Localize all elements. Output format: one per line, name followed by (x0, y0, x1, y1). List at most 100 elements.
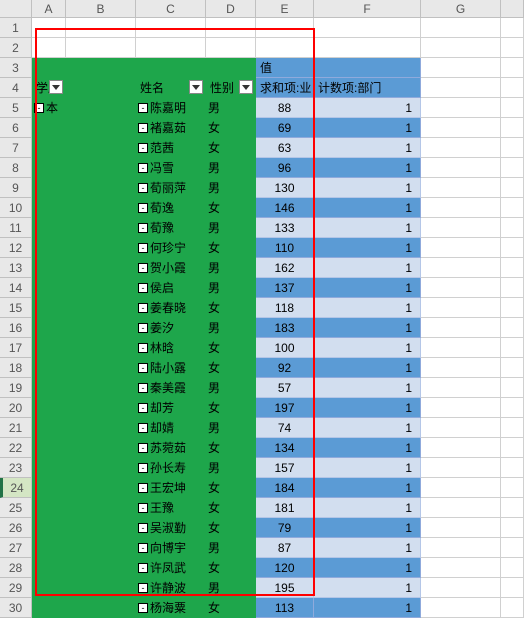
collapse-icon[interactable]: - (138, 403, 148, 413)
row-header[interactable]: 21 (0, 418, 32, 438)
field-header-gender[interactable]: 性别 (206, 78, 256, 98)
pivot-name-value[interactable]: -冯雪 (136, 158, 206, 178)
row-header[interactable]: 5 (0, 98, 32, 118)
row-header[interactable]: 7 (0, 138, 32, 158)
pivot-edu-value[interactable]: -本科 (32, 98, 66, 118)
pivot-name-value[interactable]: -何珍宁 (136, 238, 206, 258)
collapse-icon[interactable]: - (138, 343, 148, 353)
row-header[interactable]: 1 (0, 18, 32, 38)
field-header-edu[interactable]: 学历 (32, 78, 66, 98)
column-header[interactable]: D (206, 0, 256, 18)
collapse-icon[interactable]: - (138, 283, 148, 293)
spreadsheet-grid[interactable]: ABCDEFG123值4学历姓名性别求和项:业绩计数项:部门5-本科-陈嘉明男8… (0, 0, 524, 618)
row-header[interactable]: 20 (0, 398, 32, 418)
pivot-name-value[interactable]: -侯启 (136, 278, 206, 298)
collapse-icon[interactable]: - (138, 443, 148, 453)
collapse-icon[interactable]: - (138, 603, 148, 613)
row-header[interactable]: 17 (0, 338, 32, 358)
pivot-name-value[interactable]: -荀逸 (136, 198, 206, 218)
filter-dropdown-icon[interactable] (189, 80, 203, 94)
collapse-icon[interactable]: - (138, 323, 148, 333)
column-header[interactable]: C (136, 0, 206, 18)
collapse-icon[interactable]: - (138, 243, 148, 253)
pivot-name-value[interactable]: -陈嘉明 (136, 98, 206, 118)
collapse-icon[interactable]: - (138, 483, 148, 493)
column-header[interactable]: B (66, 0, 136, 18)
collapse-icon[interactable]: - (138, 543, 148, 553)
collapse-icon[interactable]: - (138, 183, 148, 193)
collapse-icon[interactable]: - (138, 503, 148, 513)
row-header[interactable]: 19 (0, 378, 32, 398)
pivot-name-value[interactable]: -王豫 (136, 498, 206, 518)
pivot-name-value[interactable]: -却芳 (136, 398, 206, 418)
collapse-icon[interactable]: - (138, 163, 148, 173)
row-header[interactable]: 23 (0, 458, 32, 478)
column-header[interactable]: A (32, 0, 66, 18)
collapse-icon[interactable]: - (138, 463, 148, 473)
pivot-name-value[interactable]: -姜汐 (136, 318, 206, 338)
row-header[interactable]: 22 (0, 438, 32, 458)
row-header[interactable]: 8 (0, 158, 32, 178)
pivot-name-value[interactable]: -向博宇 (136, 538, 206, 558)
row-header[interactable]: 30 (0, 598, 32, 618)
collapse-icon[interactable]: - (138, 263, 148, 273)
pivot-name-value[interactable]: -王宏坤 (136, 478, 206, 498)
row-header[interactable]: 9 (0, 178, 32, 198)
collapse-icon[interactable]: - (34, 103, 44, 113)
collapse-icon[interactable]: - (138, 563, 148, 573)
collapse-icon[interactable]: - (138, 143, 148, 153)
row-header[interactable]: 13 (0, 258, 32, 278)
field-header-name[interactable]: 姓名 (136, 78, 206, 98)
collapse-icon[interactable]: - (138, 423, 148, 433)
pivot-name-value[interactable]: -却婧 (136, 418, 206, 438)
collapse-icon[interactable]: - (138, 123, 148, 133)
pivot-name-value[interactable]: -吴淑勤 (136, 518, 206, 538)
collapse-icon[interactable]: - (138, 223, 148, 233)
pivot-name-value[interactable]: -荀豫 (136, 218, 206, 238)
pivot-name-value[interactable]: -孙长寿 (136, 458, 206, 478)
collapse-icon[interactable]: - (138, 203, 148, 213)
row-header[interactable]: 14 (0, 278, 32, 298)
row-header[interactable]: 25 (0, 498, 32, 518)
collapse-icon[interactable]: - (138, 383, 148, 393)
pivot-name-value[interactable]: -荀丽萍 (136, 178, 206, 198)
row-header[interactable]: 3 (0, 58, 32, 78)
pivot-name-value[interactable]: -范茜 (136, 138, 206, 158)
column-header[interactable]: G (421, 0, 501, 18)
collapse-icon[interactable]: - (138, 523, 148, 533)
row-header[interactable]: 29 (0, 578, 32, 598)
column-header[interactable]: E (256, 0, 314, 18)
row-header[interactable]: 16 (0, 318, 32, 338)
pivot-name-value[interactable]: -褚嘉茹 (136, 118, 206, 138)
row-header[interactable]: 27 (0, 538, 32, 558)
row-header[interactable]: 2 (0, 38, 32, 58)
row-header[interactable]: 10 (0, 198, 32, 218)
collapse-icon[interactable]: - (138, 363, 148, 373)
pivot-name-value[interactable]: -杨海粟 (136, 598, 206, 618)
row-header[interactable]: 18 (0, 358, 32, 378)
row-header[interactable]: 15 (0, 298, 32, 318)
row-header[interactable]: 6 (0, 118, 32, 138)
collapse-icon[interactable]: - (138, 583, 148, 593)
collapse-icon[interactable]: - (138, 103, 148, 113)
pivot-name-value[interactable]: -贺小霞 (136, 258, 206, 278)
pivot-name-value[interactable]: -姜春晓 (136, 298, 206, 318)
pivot-name-value[interactable]: -苏菀茹 (136, 438, 206, 458)
pivot-name-value[interactable]: -秦美霞 (136, 378, 206, 398)
row-header[interactable]: 28 (0, 558, 32, 578)
column-header[interactable]: F (314, 0, 421, 18)
filter-dropdown-icon[interactable] (239, 80, 253, 94)
filter-dropdown-icon[interactable] (49, 80, 63, 94)
row-header[interactable]: 24 (0, 478, 32, 498)
select-all-corner[interactable] (0, 0, 32, 18)
row-header[interactable]: 4 (0, 78, 32, 98)
collapse-icon[interactable]: - (138, 303, 148, 313)
row-header[interactable]: 12 (0, 238, 32, 258)
pivot-name-value[interactable]: -陆小露 (136, 358, 206, 378)
row-header[interactable]: 11 (0, 218, 32, 238)
pivot-name-value[interactable]: -林晗 (136, 338, 206, 358)
column-header[interactable] (501, 0, 524, 18)
pivot-name-value[interactable]: -许静波 (136, 578, 206, 598)
pivot-name-value[interactable]: -许凤武 (136, 558, 206, 578)
row-header[interactable]: 26 (0, 518, 32, 538)
